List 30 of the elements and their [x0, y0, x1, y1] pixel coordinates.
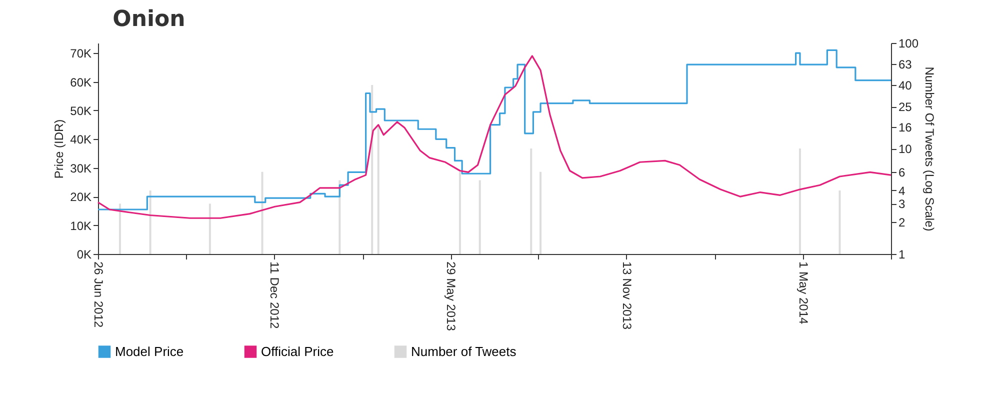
legend-label: Number of Tweets — [411, 344, 517, 359]
y-tick-label: 30K — [70, 161, 92, 176]
y-tick-label: 50K — [70, 104, 92, 118]
y2-tick-label: 25 — [898, 100, 912, 114]
legend-label: Official Price — [261, 344, 334, 359]
x-tick-label: 29 May 2013 — [444, 262, 458, 332]
x-tick-label: 13 Nov 2013 — [620, 262, 634, 330]
x-tick-label: 1 May 2014 — [796, 262, 811, 325]
y2-tick-label: 40 — [898, 78, 912, 92]
x-tick-label: 11 Dec 2012 — [267, 262, 282, 329]
y2-tick-label: 16 — [898, 120, 912, 134]
y2-tick-label: 4 — [898, 184, 906, 198]
legend-label: Model Price — [115, 344, 184, 359]
y-tick-label: 10K — [70, 218, 92, 233]
y2-tick-label: 3 — [898, 197, 906, 212]
y2-tick-label: 1 — [898, 248, 906, 262]
y2-tick-label: 2 — [898, 216, 906, 230]
y2-axis-title: Number Of Tweets (Log Scale) — [922, 66, 937, 232]
y2-tick-label: 63 — [898, 58, 912, 72]
x-tick-label: 26 Jun 2012 — [92, 262, 106, 328]
chart-title: Onion — [112, 7, 186, 32]
y2-tick-label: 10 — [898, 142, 912, 156]
y-tick-label: 60K — [70, 75, 92, 90]
y-tick-label: 70K — [70, 46, 92, 61]
y2-tick-label: 6 — [898, 165, 906, 180]
y-tick-label: 40K — [70, 132, 92, 147]
y-tick-label: 0K — [76, 248, 92, 262]
y-axis-title: Price (IDR) — [52, 119, 66, 179]
y-tick-label: 20K — [70, 190, 92, 204]
y2-tick-label: 100 — [898, 36, 919, 50]
